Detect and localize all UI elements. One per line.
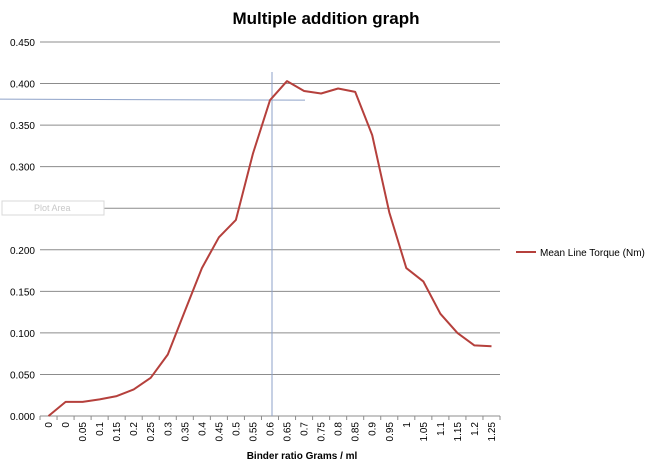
legend: Mean Line Torque (Nm) (516, 248, 645, 259)
y-tick-label: 0.400 (10, 80, 35, 91)
x-tick-label: 0.3 (163, 422, 174, 436)
x-tick-label: 0 (44, 422, 55, 428)
series-line-0 (47, 80, 492, 417)
x-tick-label: 0.45 (214, 422, 225, 442)
x-tick-label: 1.05 (419, 422, 430, 442)
x-tick-label: 0.9 (368, 422, 379, 436)
x-tick-label: 0.5 (231, 422, 242, 436)
horizontal-reference-line (0, 98, 306, 101)
x-tick-label: 0.85 (351, 422, 362, 442)
x-tick-label: 0.15 (112, 422, 123, 442)
x-tick-label: 0.25 (146, 422, 157, 442)
plot-area-tooltip: Plot Area (1, 200, 105, 216)
x-tick-label: 0 (61, 422, 72, 428)
x-tick-label: 1.2 (470, 422, 481, 436)
gridlines (40, 41, 500, 417)
x-tick-label: 1 (402, 422, 413, 428)
y-axis-ticks: 0.0000.0500.1000.1500.2000.2500.3000.350… (10, 38, 35, 423)
tooltip-box (1, 200, 105, 216)
chart-title: Multiple addition graph (233, 9, 420, 28)
x-tick-label: 0.55 (248, 422, 259, 442)
x-tick-label: 1.1 (436, 422, 447, 436)
y-tick-label: 0.000 (10, 412, 35, 423)
x-tick-label: 0.65 (283, 422, 294, 442)
x-tick-label: 0.6 (266, 422, 277, 436)
x-tick-label: 0.95 (385, 422, 396, 442)
x-tick-label: 0.1 (95, 422, 106, 436)
x-tick-label: 0.75 (317, 422, 328, 442)
y-tick-label: 0.100 (10, 329, 35, 340)
x-tick-label: 0.7 (300, 422, 311, 436)
legend-label: Mean Line Torque (Nm) (540, 248, 645, 259)
x-tick-label: 0.4 (197, 422, 208, 436)
y-tick-label: 0.300 (10, 163, 35, 174)
x-tick-label: 1.25 (487, 422, 498, 442)
series-layer (47, 80, 492, 417)
y-tick-label: 0.200 (10, 246, 35, 257)
y-tick-label: 0.150 (10, 287, 35, 298)
x-axis-title: Binder ratio Grams / ml (247, 451, 358, 462)
tooltip-text: Plot Area (34, 203, 71, 213)
x-axis-ticks: 0 0 0.05 0.1 0.15 0.2 0.25 0.3 0.35 0.4 0.45 0.5 0.5… (39, 416, 501, 442)
x-tick-label: 0.8 (334, 422, 345, 436)
x-tick-label: 0.35 (180, 422, 191, 442)
reference-lines (0, 72, 306, 416)
y-tick-label: 0.050 (10, 370, 35, 381)
y-tick-label: 0.350 (10, 121, 35, 132)
x-tick-label: 0.2 (129, 422, 140, 436)
y-tick-label: 0.450 (10, 38, 35, 49)
x-tick-label: 1.15 (453, 422, 464, 442)
x-tick-label: 0.05 (78, 422, 89, 442)
